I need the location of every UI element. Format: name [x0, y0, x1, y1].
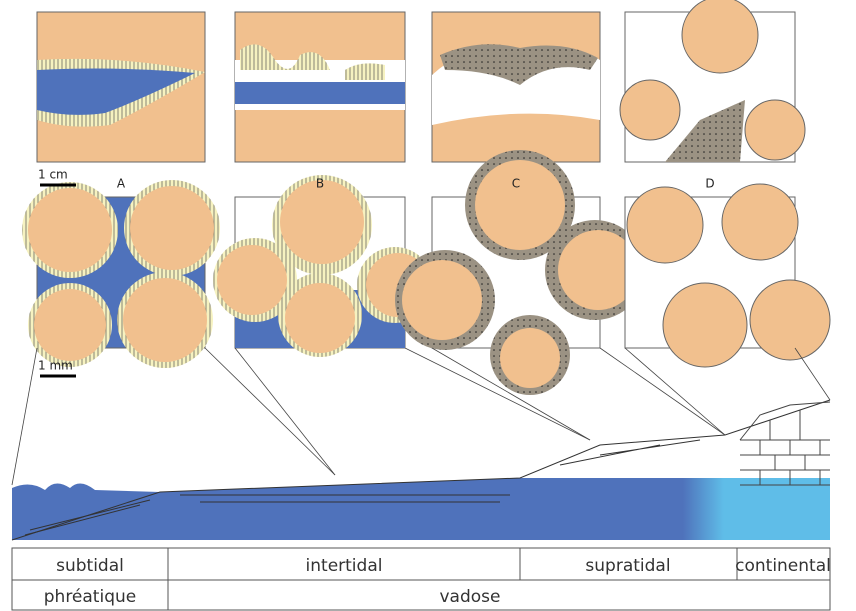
panel-bottom-a	[22, 180, 220, 368]
panel-bottom-c	[395, 150, 645, 395]
panel-label: B	[316, 177, 324, 191]
scale-label: 1 mm	[38, 359, 73, 373]
panel-label: C	[512, 177, 520, 191]
panel-bottom-b	[213, 175, 433, 357]
panel-bottom-d	[624, 183, 831, 368]
panel-label: A	[117, 177, 126, 191]
panel-top-a	[36, 11, 206, 163]
connectors	[11, 347, 831, 486]
zone-label: supratidal	[585, 556, 670, 576]
panel-label: D	[705, 177, 714, 191]
panel-top-c	[431, 11, 601, 163]
limestone	[739, 401, 831, 486]
zone-table	[11, 547, 831, 611]
profile	[11, 399, 831, 541]
zone-label: intertidal	[306, 556, 383, 576]
panel-top-d	[619, 0, 806, 163]
zone-label: continental	[735, 556, 831, 576]
scale-label: 1 cm	[38, 168, 68, 182]
zone-label: subtidal	[56, 556, 124, 576]
panel-top-b	[234, 11, 406, 163]
zone-label: phréatique	[44, 587, 136, 607]
zone-label: vadose	[440, 587, 501, 607]
